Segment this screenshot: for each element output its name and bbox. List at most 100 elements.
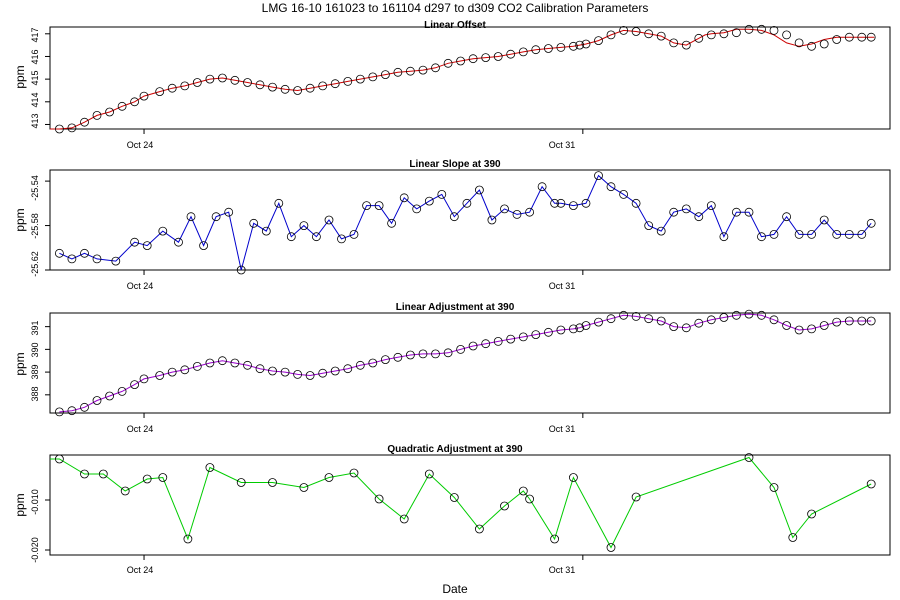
data-point <box>556 198 566 208</box>
data-point <box>569 41 578 51</box>
data-point <box>807 509 816 519</box>
data-point <box>669 207 679 217</box>
data-point <box>120 486 130 496</box>
data-point <box>832 317 842 327</box>
panel-quadratic-adjustment: Quadratic Adjustment at 390 ppm Oct 24 O… <box>13 444 891 575</box>
data-point <box>757 232 766 242</box>
data-point <box>230 358 240 368</box>
data-point <box>343 77 353 86</box>
data-point <box>782 321 791 330</box>
data-point <box>105 107 114 117</box>
data-point <box>167 367 177 377</box>
data-point <box>337 234 346 244</box>
data-point <box>380 355 390 365</box>
data-point <box>139 91 149 101</box>
data-point <box>217 73 227 83</box>
data-point <box>167 83 177 93</box>
data-point <box>236 265 246 275</box>
data-point <box>606 182 616 192</box>
data-point <box>606 543 616 552</box>
data-point <box>230 75 240 85</box>
data-point <box>424 469 434 479</box>
data-point <box>832 229 842 239</box>
data-point <box>518 332 528 342</box>
data-point <box>67 123 77 133</box>
data-point <box>374 494 384 504</box>
data-point <box>280 367 290 377</box>
y-tick-label: 391 <box>30 320 40 335</box>
data-point <box>631 198 641 208</box>
x-axis-title: Date <box>442 582 468 596</box>
data-point <box>807 41 816 51</box>
data-point <box>299 483 309 492</box>
data-point <box>80 248 89 258</box>
x-tick-label: Oct 24 <box>127 140 154 150</box>
data-point <box>544 44 553 53</box>
data-point <box>405 350 415 360</box>
data-point <box>681 323 691 333</box>
data-point <box>744 453 754 462</box>
plot-frame <box>49 312 891 414</box>
data-point <box>80 117 89 127</box>
data-point <box>619 310 628 320</box>
y-tick-label: -0.020 <box>30 537 40 563</box>
data-point <box>500 501 509 511</box>
data-point <box>105 391 114 401</box>
data-point <box>243 78 252 87</box>
data-point <box>506 49 516 59</box>
data-point <box>794 229 804 239</box>
data-point <box>456 56 466 66</box>
data-point <box>631 311 641 321</box>
data-point <box>819 215 829 225</box>
data-point <box>205 463 215 472</box>
data-point <box>224 207 234 217</box>
y-tick-label: -25.58 <box>30 213 40 239</box>
panel-linear-slope: Linear Slope at 390 ppm Oct 24 Oct 31 -2… <box>13 159 891 291</box>
y-tick-label: 414 <box>30 92 40 107</box>
data-point <box>732 310 741 320</box>
data-point <box>249 218 259 228</box>
data-point <box>706 201 716 211</box>
data-point <box>669 322 679 332</box>
y-tick-label: -25.54 <box>30 175 40 201</box>
data-point <box>158 473 168 482</box>
data-point <box>255 80 265 90</box>
panel-title: Linear Adjustment at 390 <box>396 302 515 313</box>
data-point <box>544 327 553 337</box>
data-point <box>594 171 603 181</box>
x-tick-label: Oct 24 <box>127 565 154 575</box>
data-point <box>819 39 829 49</box>
data-point <box>299 221 309 231</box>
data-point <box>581 198 591 208</box>
data-point <box>619 25 628 35</box>
x-tick-label: Oct 31 <box>549 140 576 150</box>
data-point <box>261 226 271 236</box>
data-point <box>180 365 190 375</box>
y-tick-label: 415 <box>30 70 40 85</box>
data-point <box>506 334 516 344</box>
data-point <box>324 473 334 482</box>
data-point <box>399 193 409 203</box>
plot-frame <box>49 169 891 271</box>
data-point <box>744 24 754 34</box>
y-axis-title: ppm <box>13 65 27 88</box>
data-point <box>330 79 340 89</box>
data-point <box>550 198 559 208</box>
data-point <box>268 366 277 376</box>
data-point <box>719 313 729 322</box>
plot-frame <box>49 26 891 130</box>
data-point <box>268 478 277 487</box>
panel-linear-adjustment: Linear Adjustment at 390 ppm Oct 24 Oct … <box>13 302 891 434</box>
data-point <box>719 29 729 39</box>
series-line <box>59 174 872 271</box>
data-point <box>330 366 340 376</box>
data-point <box>305 83 315 93</box>
data-point <box>694 33 704 43</box>
data-point <box>293 369 303 379</box>
y-tick-label: 413 <box>30 113 40 128</box>
y-tick-label: 417 <box>30 27 40 42</box>
data-point <box>111 256 121 266</box>
figure-title: LMG 16-10 161023 to 161104 d297 to d309 … <box>262 1 649 15</box>
data-point <box>462 198 472 208</box>
data-point <box>92 111 102 120</box>
